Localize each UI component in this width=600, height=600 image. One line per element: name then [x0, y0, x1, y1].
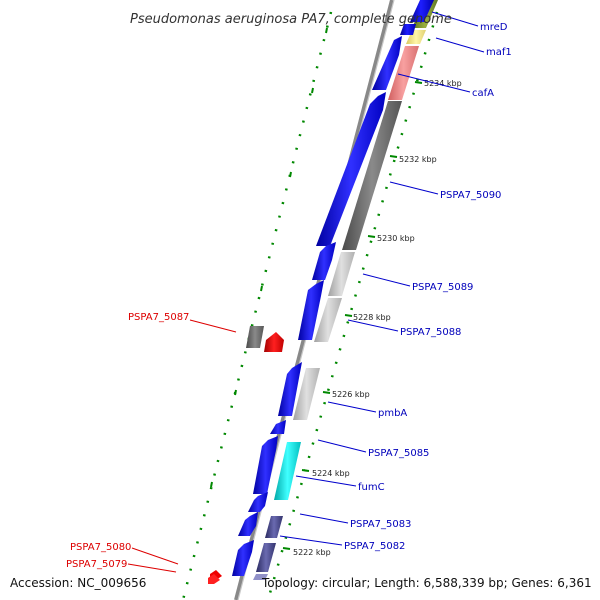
- leader-line: [347, 319, 399, 332]
- gene-label-pmbA: pmbA: [378, 408, 407, 419]
- leader-line: [127, 563, 177, 573]
- dash-mark: [260, 285, 263, 292]
- feature-color-track: [253, 0, 438, 580]
- gene-label-maf1: maf1: [486, 47, 512, 58]
- forward-gene-labels: mreD maf1 cafA PSPA7_5090 PSPA7_5089 PSP…: [344, 22, 512, 552]
- tick-mark: [414, 81, 423, 84]
- dash-mark: [311, 87, 314, 94]
- leader-line: [279, 535, 343, 546]
- dash-mark: [289, 171, 292, 178]
- feature-box-PSPA7_5087: [246, 326, 264, 348]
- map-title: Pseudomonas aeruginosa PA7, complete gen…: [130, 12, 452, 27]
- inner-dotted-line: [266, 11, 439, 600]
- tick-label: 5230 kbp: [377, 234, 415, 243]
- tick-label: 5228 kbp: [353, 313, 391, 322]
- leader-line: [295, 475, 357, 487]
- gene-arrow-PSPA7_5090: [316, 92, 386, 246]
- leader-line: [131, 547, 179, 565]
- gene-label-PSPA7_5089: PSPA7_5089: [412, 282, 473, 293]
- gene-label-cafA: cafA: [472, 88, 494, 99]
- gene-label-PSPA7_5079: PSPA7_5079: [66, 559, 127, 570]
- gene-label-fumC: fumC: [358, 482, 385, 493]
- leader-line: [397, 73, 471, 93]
- track-segment-slate-light: [253, 574, 268, 580]
- forward-genes: [232, 0, 434, 576]
- gene-label-PSPA7_5088: PSPA7_5088: [400, 327, 461, 338]
- gene-arrow-PSPA7_5087: [264, 332, 284, 352]
- leader-line: [389, 181, 439, 195]
- tick-label: 5234 kbp: [424, 79, 462, 88]
- tick-label: 5222 kbp: [293, 548, 331, 557]
- gene-arrow-PSPA7_5079: [208, 574, 220, 584]
- gene-label-PSPA7_5090: PSPA7_5090: [440, 190, 501, 201]
- tick-mark: [389, 155, 398, 158]
- gene-arrow-PSPA7_5089: [312, 242, 336, 280]
- track-segment-lightgray: [328, 252, 355, 296]
- tick-mark: [301, 469, 310, 472]
- gene-label-PSPA7_5085: PSPA7_5085: [368, 448, 429, 459]
- track-segment-cyan: [274, 442, 301, 500]
- gene-arrow-PSPA7_5088: [298, 280, 324, 340]
- gene-arrow-mreD: [410, 0, 434, 22]
- track-segment-pink: [388, 46, 419, 100]
- tick-labels: 5234 kbp 5232 kbp 5230 kbp 5228 kbp 5226…: [293, 79, 462, 557]
- gene-arrow-PSPA7_5082: [232, 540, 254, 576]
- leader-line: [299, 513, 349, 524]
- gene-label-PSPA7_5083: PSPA7_5083: [350, 519, 411, 530]
- gene-arrow-PSPA7_5084: [248, 492, 268, 512]
- track-segment-lightgray: [293, 368, 320, 420]
- accession-label: Accession: NC_009656: [10, 576, 146, 590]
- gene-arrow-maf1: [400, 24, 416, 35]
- tick-label: 5226 kbp: [332, 390, 370, 399]
- track-segment-darkgray: [342, 101, 402, 250]
- gene-label-PSPA7_5082: PSPA7_5082: [344, 541, 405, 552]
- dash-mark: [210, 481, 213, 488]
- gene-arrow-PSPA7_5086: [270, 420, 286, 434]
- leader-line: [362, 273, 411, 287]
- topology-label: Topology: circular; Length: 6,588,339 bp…: [261, 576, 592, 590]
- dash-mark: [325, 27, 328, 34]
- track-segment-slate: [256, 543, 276, 572]
- leader-line: [189, 319, 237, 333]
- leader-line: [317, 439, 367, 453]
- gene-arrow-pmbA: [278, 362, 302, 416]
- leader-line: [327, 401, 377, 413]
- reverse-gene-labels: PSPA7_5087 PSPA7_5080 PSPA7_5079: [66, 312, 189, 570]
- tick-mark: [367, 235, 376, 238]
- leader-line: [435, 37, 485, 53]
- reverse-genes: [208, 326, 284, 584]
- dash-mark: [234, 389, 237, 396]
- gene-arrow-fumC: [253, 436, 278, 494]
- outer-dotted-line: [181, 11, 333, 600]
- tick-mark: [344, 314, 353, 317]
- gene-label-PSPA7_5080: PSPA7_5080: [70, 542, 131, 553]
- tick-label: 5232 kbp: [399, 155, 437, 164]
- tick-mark: [282, 547, 291, 550]
- tick-marks: [282, 81, 423, 550]
- tick-label: 5224 kbp: [312, 469, 350, 478]
- gene-label-PSPA7_5087: PSPA7_5087: [128, 312, 189, 323]
- track-segment-lightgray: [314, 298, 342, 342]
- gene-label-mreD: mreD: [480, 22, 508, 33]
- tick-mark: [322, 391, 331, 394]
- gene-arrow-cafA: [372, 36, 402, 90]
- forward-leader-lines: [279, 11, 485, 546]
- leader-line: [431, 11, 479, 27]
- reverse-leader-lines: [127, 319, 237, 573]
- dotted-range-lines: [181, 11, 439, 600]
- outer-dash-marks: [210, 27, 328, 488]
- track-segment-slate: [265, 516, 283, 538]
- gene-arrow-PSPA7_5083: [238, 512, 258, 536]
